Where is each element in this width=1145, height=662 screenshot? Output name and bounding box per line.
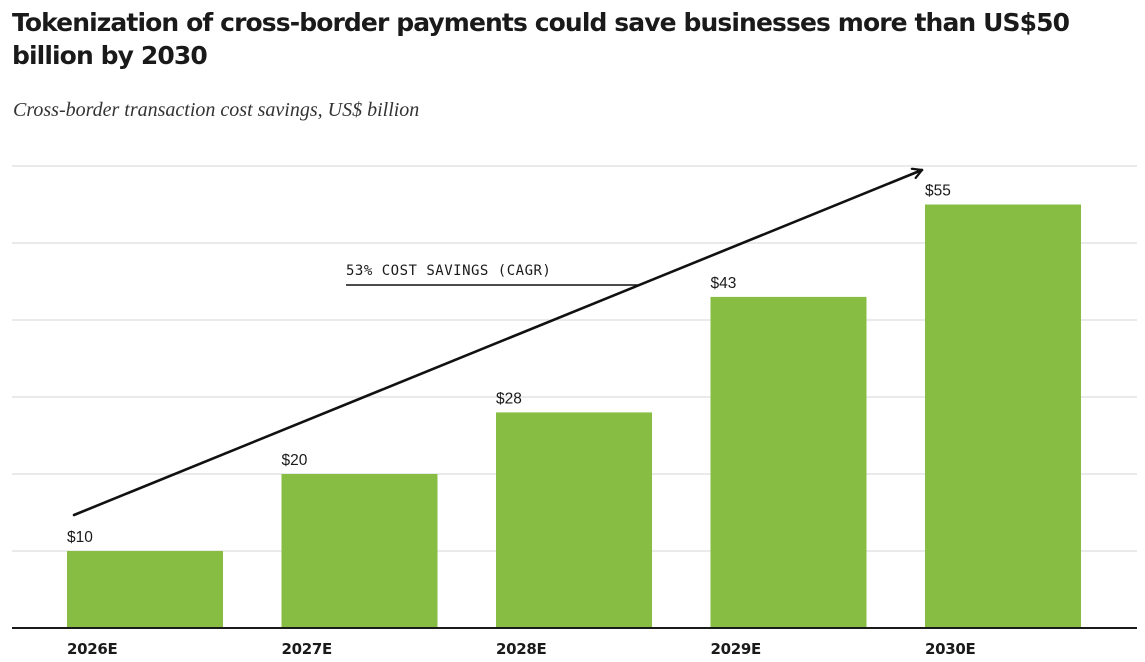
x-tick-label: 2027E	[282, 640, 333, 658]
annotation-text: 53% COST SAVINGS (CAGR)	[346, 263, 551, 279]
data-label: $28	[496, 390, 522, 407]
x-tick-label: 2028E	[496, 640, 547, 658]
data-label: $20	[282, 452, 308, 469]
bars	[67, 204, 1081, 628]
x-tick-labels: 2026E 2027E 2028E 2029E 2030E	[67, 640, 976, 658]
x-tick-label: 2029E	[711, 640, 762, 658]
trend-annotation: 53% COST SAVINGS (CAGR)	[72, 170, 924, 517]
bar	[67, 551, 223, 628]
chart-subtitle: Cross-border transaction cost savings, U…	[13, 99, 420, 121]
data-label: $43	[711, 275, 737, 292]
trend-arrow	[72, 170, 924, 517]
bar	[496, 412, 652, 628]
value-labels: $10 $20 $28 $43 $55	[67, 183, 951, 547]
bar	[281, 474, 438, 628]
x-tick-label: 2030E	[925, 640, 976, 658]
data-label: $10	[67, 529, 93, 546]
data-label: $55	[925, 183, 951, 200]
bar	[925, 204, 1081, 628]
bar	[710, 296, 867, 628]
chart-title: Tokenization of cross-border payments co…	[12, 8, 1070, 70]
x-tick-label: 2026E	[67, 640, 118, 658]
